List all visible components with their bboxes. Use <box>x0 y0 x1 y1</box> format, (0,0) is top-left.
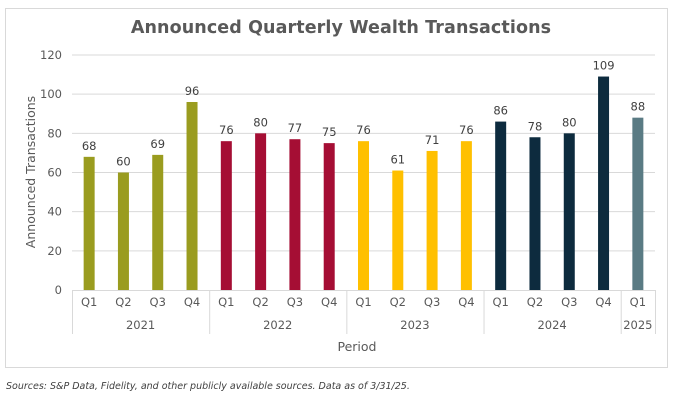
x-tick-label: Q4 <box>595 295 611 309</box>
x-tick-label: Q4 <box>321 295 337 309</box>
bar <box>495 121 507 290</box>
data-label: 76 <box>356 123 371 137</box>
group-label: 2021 <box>126 318 155 332</box>
bar <box>152 154 164 290</box>
data-label: 96 <box>185 84 200 98</box>
data-label: 80 <box>562 115 577 129</box>
bar <box>529 137 541 290</box>
x-tick-label: Q3 <box>287 295 303 309</box>
x-tick-label: Q1 <box>630 295 646 309</box>
data-label: 109 <box>593 59 615 73</box>
bar <box>392 170 404 290</box>
y-tick-label: 20 <box>47 244 62 258</box>
x-tick-label: Q2 <box>115 295 131 309</box>
data-label: 69 <box>150 137 165 151</box>
x-axis-title: Period <box>338 339 377 354</box>
chart-frame <box>5 8 668 368</box>
data-label: 77 <box>288 121 303 135</box>
x-tick-label: Q1 <box>492 295 508 309</box>
data-labels: 68 60 69 96 76 80 77 75 76 61 71 76 86 78 80 109 88 <box>82 59 645 169</box>
y-tick-label: 0 <box>55 283 62 297</box>
data-label: 76 <box>219 123 234 137</box>
bar <box>289 139 301 290</box>
y-tick-label: 40 <box>47 205 62 219</box>
x-tick-label: Q1 <box>81 295 97 309</box>
bar <box>323 143 335 290</box>
bar <box>598 76 610 291</box>
y-tick-label: 120 <box>40 48 62 62</box>
bar <box>255 133 267 290</box>
bar <box>563 133 575 290</box>
y-tick-label: 60 <box>47 166 62 180</box>
data-label: 71 <box>425 133 440 147</box>
x-tick-label: Q4 <box>458 295 474 309</box>
data-label: 86 <box>493 104 508 118</box>
group-label: 2022 <box>263 318 292 332</box>
y-tick-label: 100 <box>40 87 62 101</box>
data-label: 78 <box>528 119 543 133</box>
data-label: 88 <box>631 100 646 114</box>
x-tick-label: Q1 <box>218 295 234 309</box>
x-tick-label: Q3 <box>424 295 440 309</box>
data-label: 61 <box>390 153 405 167</box>
bar <box>83 156 95 290</box>
source-note: Sources: S&P Data, Fidelity, and other p… <box>6 381 410 392</box>
bar <box>460 141 472 290</box>
bars <box>83 76 644 291</box>
x-axis: Q1 Q2 Q3 Q4 Q1 Q2 Q3 Q4 Q1 Q2 Q3 Q4 Q1 Q2 Q3 Q4 Q1 2021 20… <box>72 290 656 334</box>
data-label: 60 <box>116 155 131 169</box>
y-axis-title: Announced Transactions <box>23 96 38 248</box>
bar <box>186 102 198 290</box>
bar <box>426 150 438 290</box>
bar <box>117 172 129 290</box>
data-label: 76 <box>459 123 474 137</box>
x-tick-label: Q1 <box>355 295 371 309</box>
x-tick-label: Q2 <box>252 295 268 309</box>
x-tick-label: Q2 <box>390 295 406 309</box>
bar <box>220 141 232 290</box>
x-tick-label: Q2 <box>527 295 543 309</box>
y-axis-ticks: 0 20 40 60 80 100 120 <box>40 48 62 297</box>
group-label: 2024 <box>537 318 566 332</box>
x-tick-label: Q4 <box>184 295 200 309</box>
x-tick-label: Q3 <box>561 295 577 309</box>
chart-title: Announced Quarterly Wealth Transactions <box>130 18 552 38</box>
x-tick-label: Q3 <box>150 295 166 309</box>
data-label: 80 <box>253 115 268 129</box>
bar <box>632 117 644 291</box>
data-label: 68 <box>82 139 97 153</box>
group-label: 2023 <box>400 318 429 332</box>
data-label: 75 <box>322 125 337 139</box>
bar <box>358 141 369 290</box>
y-tick-label: 80 <box>47 126 62 140</box>
group-label: 2025 <box>623 318 652 332</box>
